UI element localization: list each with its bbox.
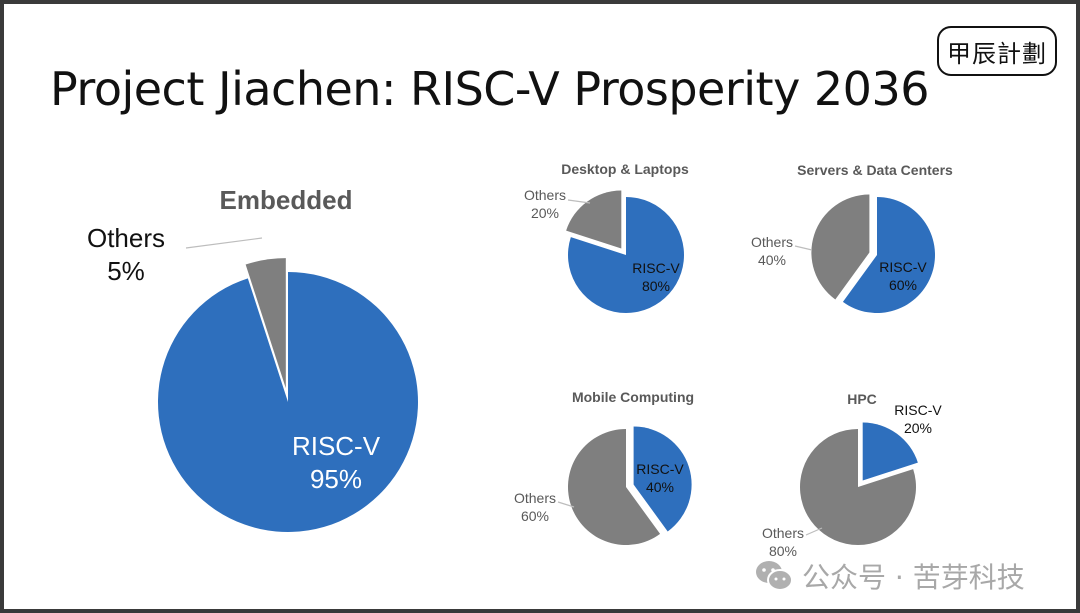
leader-line [805,527,823,536]
slice-label-value: 40% [645,478,675,495]
slice-label-name: RISC-V [636,461,684,477]
slice-label-name: Others [86,223,166,253]
chart-title: HPC [847,391,877,407]
slice-label: Others 60% [514,490,556,525]
slice-label-value: 40% [757,251,787,268]
wechat-icon [756,561,793,591]
slice-label-value: 20% [530,204,560,221]
slice-label-name: Others [761,525,805,541]
slice-label: RISC-V 80% [632,260,679,295]
slice-label: Others 40% [751,234,793,269]
pie-slice-riscv [862,422,918,481]
slice-label-value: 95% [309,463,363,494]
pie-slice-riscv [568,197,685,313]
slice-label-name: RISC-V [632,260,680,276]
leader-line [557,501,575,508]
chart-title: Desktop & Laptops [561,161,689,177]
slice-label-value: 80% [641,277,671,294]
pie-slice-riscv [633,426,692,532]
slice-label-value: 20% [903,419,933,436]
slide-title: Project Jiachen: RISC-V Prosperity 2036 [50,62,929,116]
chart-title: Embedded [219,185,353,215]
slice-label-value: 5% [107,255,145,286]
slice-label-name: RISC-V [291,431,381,461]
slice-label-name: Others [513,490,557,506]
slice-label: RISC-V 20% [894,402,941,437]
slice-label: Others 5% [87,222,165,287]
slice-label-name: Others [523,187,567,203]
leader-line [185,237,263,249]
slice-label-name: Others [750,234,794,250]
slice-label: Others 20% [524,187,566,222]
chart-title: Servers & Data Centers [797,162,953,178]
pie-slice-others [811,194,870,300]
slice-label: Others 80% [762,525,804,560]
pie-slice-others [567,429,661,545]
slice-label: RISC-V 60% [879,259,926,294]
pie-slice-riscv [157,272,418,532]
pie-slice-others [245,258,286,389]
pie-slice-others [799,429,916,545]
slice-label-value: 80% [768,542,798,559]
watermark-text: 公众号 · 苦芽科技 [802,561,1025,594]
pie-slice-others [566,190,622,249]
slice-label-value: 60% [520,507,550,524]
slice-label: RISC-V 40% [636,461,683,496]
slice-label-value: 60% [888,276,918,293]
slide: Project Jiachen: RISC-V Prosperity 2036 … [4,4,1076,609]
leader-line [567,199,591,204]
slice-label-name: RISC-V [879,259,927,275]
logo: 甲辰計劃 [937,26,1057,76]
pie-slice-riscv [842,197,936,313]
slice-label-name: RISC-V [894,402,942,418]
watermark: 公众号 · 苦芽科技 [754,556,1025,596]
slice-label: RISC-V 95% [292,430,380,495]
leader-line [794,245,813,251]
pie-charts [157,190,936,545]
chart-title: Mobile Computing [571,389,695,405]
